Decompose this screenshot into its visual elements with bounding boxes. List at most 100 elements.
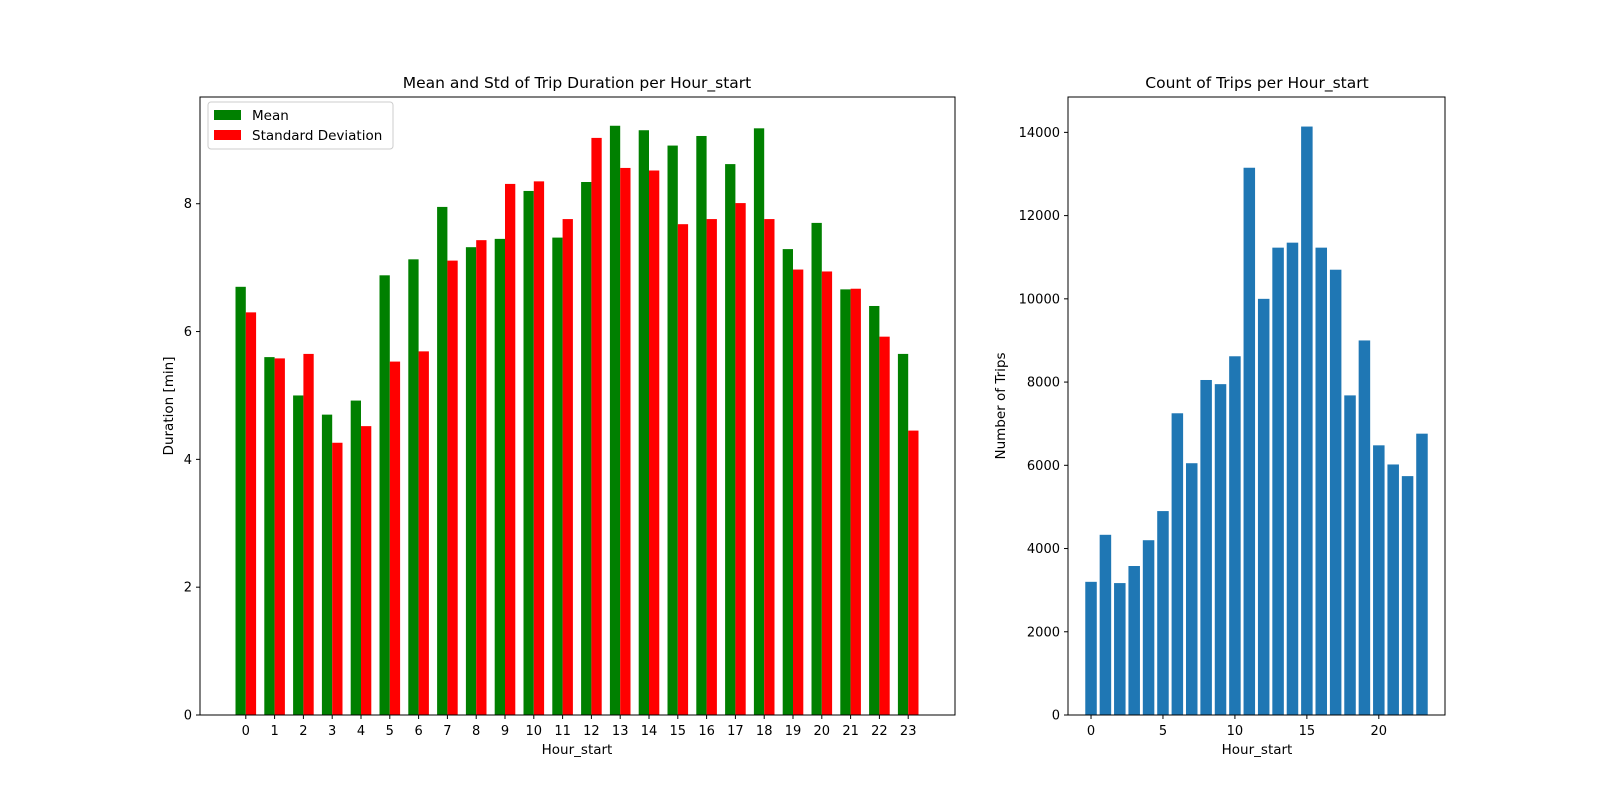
std-bar-13: [620, 167, 631, 715]
mean-bar-19: [782, 249, 793, 715]
count-bar-15: [1301, 126, 1313, 716]
count-bar-2: [1114, 583, 1126, 715]
duration-x-ticks: 0 1 2 3 4 5 6 7 8 9 10 11 12 13 14 15 16 17 18 19 20 21 22 23: [242, 715, 917, 739]
legend-box: [207, 101, 394, 150]
count-bar-23: [1416, 433, 1428, 715]
count-bar-16: [1315, 247, 1328, 715]
duration-chart-title: Mean and Std of Trip Duration per Hour_s…: [403, 74, 752, 93]
legend-label-mean: Mean: [252, 108, 289, 124]
duration-chart: Mean and Std of Trip Duration per Hour_s…: [161, 74, 956, 758]
duration-bars: [235, 125, 919, 716]
duration-legend: Mean Standard Deviation: [207, 101, 394, 150]
std-bar-16: [706, 219, 717, 715]
count-bar-1: [1099, 534, 1112, 715]
mean-bar-14: [638, 130, 649, 716]
count-bar-22: [1401, 476, 1414, 715]
count-bar-10: [1229, 356, 1241, 715]
mean-bar-20: [811, 222, 822, 715]
count-x-tick-label-20: 20: [1371, 724, 1388, 739]
count-y-tick-label-2000: 2000: [1027, 625, 1060, 640]
duration-x-tick-label-5: 5: [386, 724, 394, 739]
count-y-ticks: 0 2000 4000 6000 8000 10000 12000 14000: [1019, 126, 1068, 724]
count-bar-0: [1085, 581, 1097, 715]
duration-x-tick-label-6: 6: [414, 724, 422, 739]
duration-x-tick-label-13: 13: [612, 724, 629, 739]
std-bar-0: [245, 312, 257, 715]
std-bar-23: [908, 430, 919, 715]
duration-x-tick-label-11: 11: [554, 724, 571, 739]
mean-bar-12: [581, 182, 592, 715]
std-bar-20: [821, 271, 833, 715]
std-bar-22: [879, 336, 890, 715]
count-bar-18: [1344, 395, 1356, 715]
duration-x-tick-label-15: 15: [670, 724, 687, 739]
duration-x-tick-label-22: 22: [871, 724, 888, 739]
duration-x-tick-label-9: 9: [501, 724, 509, 739]
count-y-tick-label-8000: 8000: [1027, 376, 1060, 391]
mean-bar-6: [408, 259, 419, 715]
std-bar-10: [533, 181, 545, 716]
count-axes-frame: [1067, 96, 1446, 716]
std-bar-21: [850, 288, 861, 715]
duration-x-tick-label-18: 18: [756, 724, 773, 739]
count-bar-9: [1214, 384, 1227, 715]
duration-axes-frame: [199, 96, 956, 716]
duration-x-tick-label-8: 8: [472, 724, 480, 739]
duration-x-tick-label-1: 1: [270, 724, 278, 739]
mean-bar-13: [609, 125, 621, 715]
duration-x-tick-label-14: 14: [641, 724, 658, 739]
mean-bar-5: [379, 275, 390, 715]
count-bar-6: [1171, 413, 1184, 715]
count-x-ticks: 0 5 10 15 20: [1087, 715, 1387, 739]
duration-x-tick-label-12: 12: [583, 724, 600, 739]
count-bar-20: [1373, 445, 1385, 715]
std-bar-18: [764, 219, 775, 715]
duration-y-tick-label-6: 6: [184, 325, 192, 340]
count-bar-7: [1185, 463, 1198, 715]
count-bar-21: [1387, 464, 1399, 715]
count-y-tick-label-0: 0: [1052, 709, 1060, 724]
duration-y-tick-label-8: 8: [184, 197, 192, 212]
duration-x-tick-label-16: 16: [698, 724, 715, 739]
count-bar-13: [1272, 247, 1284, 715]
mean-bar-0: [235, 286, 246, 715]
std-bar-2: [303, 353, 314, 715]
mean-bar-18: [753, 128, 765, 715]
duration-x-tick-label-4: 4: [357, 724, 365, 739]
count-chart-title: Count of Trips per Hour_start: [1145, 74, 1368, 93]
count-bar-19: [1358, 340, 1371, 715]
count-x-axis-label: Hour_start: [1222, 742, 1293, 758]
count-chart: Count of Trips per Hour_start 0 2000 4000 6…: [993, 74, 1446, 758]
std-bar-4: [361, 426, 372, 715]
mean-bar-10: [523, 190, 534, 715]
duration-y-axis-label: Duration [min]: [161, 357, 177, 456]
count-x-tick-label-10: 10: [1227, 724, 1244, 739]
mean-bar-11: [552, 237, 563, 715]
count-bar-3: [1128, 566, 1140, 715]
mean-bar-21: [840, 289, 851, 715]
std-bar-15: [677, 224, 689, 715]
duration-x-axis-label: Hour_start: [542, 742, 613, 758]
count-x-tick-label-15: 15: [1299, 724, 1316, 739]
count-y-tick-label-10000: 10000: [1019, 292, 1060, 307]
mean-bar-16: [696, 135, 707, 716]
count-bar-17: [1329, 269, 1342, 715]
duration-x-tick-label-0: 0: [242, 724, 250, 739]
count-x-tick-label-0: 0: [1087, 724, 1095, 739]
count-y-tick-label-14000: 14000: [1019, 126, 1060, 141]
mean-bar-4: [350, 400, 361, 715]
duration-x-tick-label-2: 2: [299, 724, 307, 739]
count-x-tick-label-5: 5: [1159, 724, 1167, 739]
duration-x-tick-label-10: 10: [526, 724, 543, 739]
mean-bar-2: [293, 395, 304, 715]
duration-x-tick-label-23: 23: [900, 724, 917, 739]
std-bar-11: [562, 219, 573, 715]
count-bar-14: [1286, 242, 1299, 715]
std-bar-3: [332, 442, 343, 715]
mean-bar-3: [321, 414, 333, 715]
count-bar-11: [1243, 167, 1256, 715]
mean-bar-15: [667, 145, 678, 715]
duration-x-tick-label-7: 7: [443, 724, 451, 739]
std-bar-14: [649, 170, 660, 715]
